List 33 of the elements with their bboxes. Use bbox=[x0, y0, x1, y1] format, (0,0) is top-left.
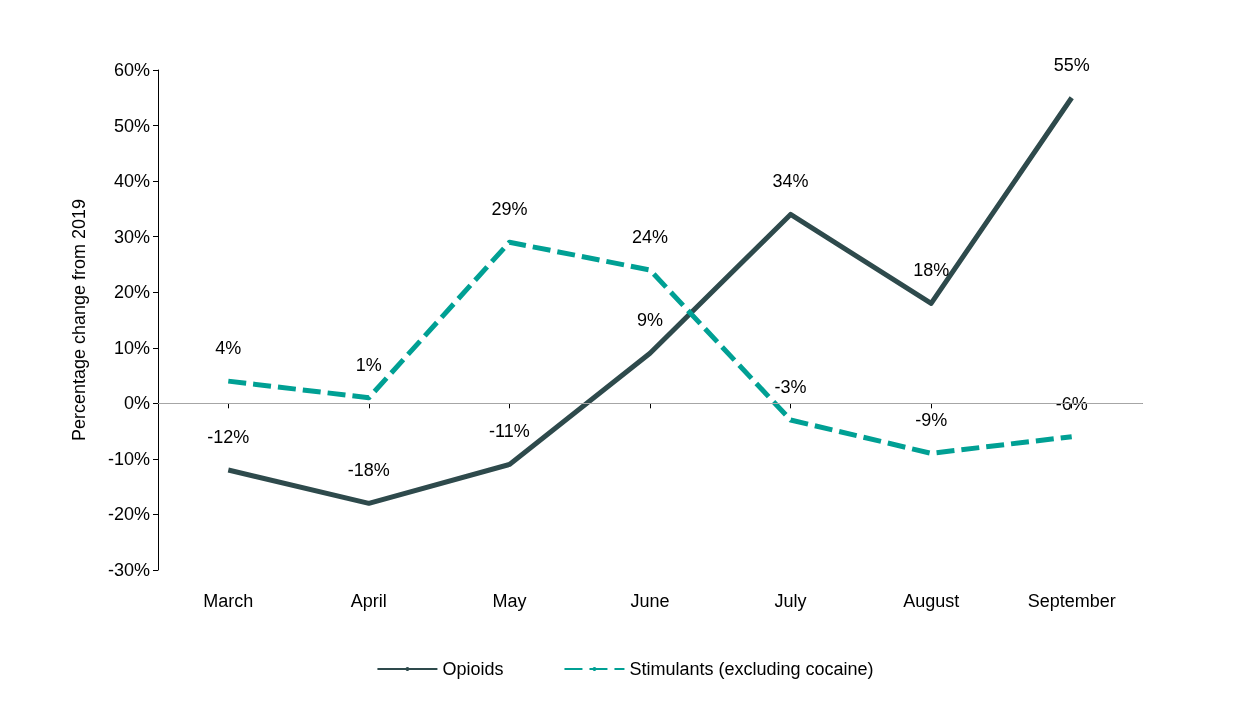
data-label: -11% bbox=[489, 421, 530, 442]
data-label: 1% bbox=[355, 354, 382, 375]
data-label: -3% bbox=[774, 377, 807, 397]
data-label: 9% bbox=[636, 310, 664, 331]
data-label: -9% bbox=[915, 410, 948, 431]
legend-label: Stimulants (excluding cocaine) bbox=[629, 659, 874, 679]
x-tick-label: September bbox=[1027, 591, 1116, 611]
y-tick-label: 30% bbox=[113, 226, 150, 247]
y-tick-label: 60% bbox=[113, 60, 150, 80]
y-tick-label: 10% bbox=[113, 337, 150, 358]
data-label: -18% bbox=[347, 460, 390, 481]
x-tick-label: April bbox=[350, 591, 387, 611]
legend-label: Opioids bbox=[442, 659, 504, 679]
x-tick-label: August bbox=[903, 591, 960, 611]
x-tick-label: July bbox=[774, 591, 807, 611]
y-tick-label: -20% bbox=[107, 504, 150, 525]
y-tick-label: 0% bbox=[123, 393, 150, 414]
x-tick-label: May bbox=[492, 591, 527, 611]
y-tick-label: 20% bbox=[113, 282, 150, 303]
y-tick-label: -30% bbox=[107, 560, 150, 580]
data-label: 18% bbox=[913, 260, 950, 281]
x-tick-label: March bbox=[203, 591, 254, 611]
y-axis-title: Percentage change from 2019 bbox=[69, 198, 89, 442]
y-tick-label: -10% bbox=[107, 448, 150, 469]
data-label: 55% bbox=[1053, 54, 1090, 75]
y-tick-label: 50% bbox=[113, 115, 150, 136]
y-tick-label: 40% bbox=[113, 171, 150, 192]
data-label: 24% bbox=[631, 227, 669, 247]
data-label: -12% bbox=[207, 427, 250, 447]
data-label: 29% bbox=[491, 199, 528, 220]
x-tick-label: June bbox=[630, 591, 670, 611]
data-label: 34% bbox=[772, 171, 809, 192]
data-label: 4% bbox=[215, 338, 242, 359]
